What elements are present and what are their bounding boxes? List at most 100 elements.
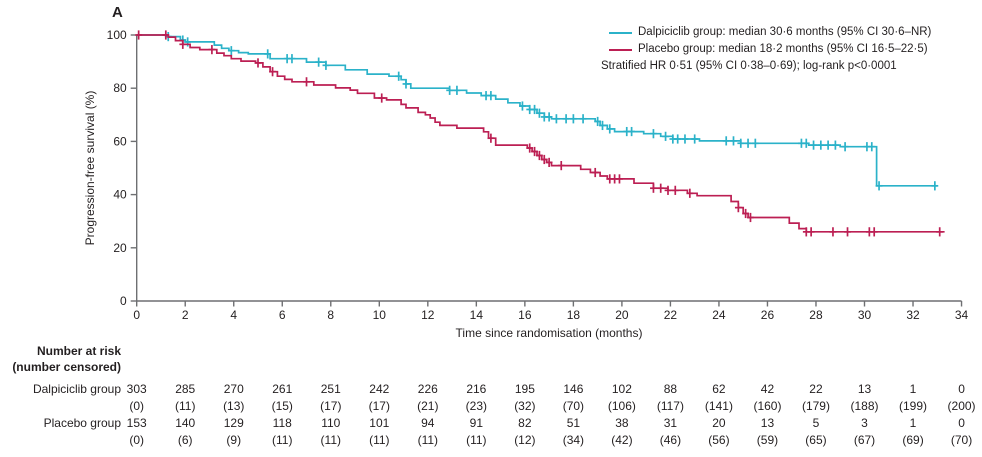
risk-count: 242	[369, 382, 390, 396]
censored-count: (17)	[320, 399, 342, 413]
stats-annotation: Stratified HR 0·51 (95% CI 0·38–0·69); l…	[601, 60, 897, 72]
x-tick-label: 8	[327, 308, 334, 322]
y-tick-label: 100	[107, 28, 127, 42]
x-tick-label: 26	[761, 308, 775, 322]
risk-count: 13	[760, 416, 775, 430]
x-tick-label: 14	[470, 308, 484, 322]
y-tick-label: 40	[113, 188, 127, 202]
risk-count: 62	[712, 382, 726, 396]
risk-count: 146	[563, 382, 584, 396]
x-tick-label: 10	[373, 308, 387, 322]
x-axis-title: Time since randomisation (months)	[455, 326, 643, 340]
y-axis-title: Progression-free survival (%)	[83, 90, 97, 246]
x-tick-label: 20	[615, 308, 629, 322]
x-tick-label: 30	[858, 308, 872, 322]
censored-count: (11)	[466, 433, 487, 447]
risk-count: 251	[320, 382, 341, 396]
censored-count: (65)	[805, 433, 827, 447]
risk-count: 285	[175, 382, 196, 396]
survival-curve-dalpiciclib	[136, 34, 938, 187]
risk-table-header-1: Number at risk	[36, 344, 121, 358]
risk-count: 110	[321, 416, 341, 430]
censored-count: (15)	[271, 399, 293, 413]
censored-count: (70)	[562, 399, 585, 413]
risk-count: 0	[958, 382, 965, 396]
censored-count: (70)	[950, 433, 973, 447]
censored-count: (21)	[417, 399, 439, 413]
censored-count: (117)	[656, 399, 684, 413]
censored-count: (17)	[368, 399, 390, 413]
censored-count: (0)	[129, 433, 145, 447]
risk-count: 153	[126, 416, 147, 430]
censored-count: (32)	[514, 399, 536, 413]
risk-count: 102	[611, 382, 632, 396]
x-tick-label: 22	[664, 308, 678, 322]
censored-count: (188)	[850, 399, 879, 413]
risk-count: 118	[272, 416, 292, 430]
risk-count: 261	[272, 382, 293, 396]
censored-count: (11)	[272, 433, 293, 447]
y-tick-label: 20	[113, 241, 127, 255]
dalpiciclib-line-swatch	[609, 31, 632, 34]
y-tick-label: 0	[120, 294, 127, 308]
x-tick-label: 12	[421, 308, 435, 322]
risk-count: 0	[958, 416, 965, 430]
x-tick-label: 2	[182, 308, 189, 322]
censored-count: (42)	[611, 433, 633, 447]
legend-item-placebo: Placebo group: median 18·2 months (95% C…	[601, 41, 931, 58]
censored-count: (34)	[562, 433, 585, 447]
censored-count: (69)	[902, 433, 924, 447]
y-tick-label: 60	[113, 134, 127, 148]
risk-count: 82	[518, 416, 532, 430]
censored-count: (59)	[756, 433, 779, 447]
risk-count: 195	[514, 382, 535, 396]
risk-count: 303	[126, 382, 147, 396]
x-tick-label: 6	[279, 308, 286, 322]
risk-count: 101	[369, 416, 390, 430]
risk-count: 1	[909, 382, 917, 396]
x-tick-label: 28	[809, 308, 823, 322]
survival-curve-placebo	[136, 34, 945, 233]
censored-count: (13)	[223, 399, 245, 413]
x-tick-label: 16	[518, 308, 532, 322]
risk-row-label-dalpiciclib: Dalpiciclib group	[32, 382, 121, 396]
risk-count: 226	[417, 382, 438, 396]
risk-count: 140	[175, 416, 196, 430]
censored-count: (46)	[659, 433, 682, 447]
risk-count: 129	[223, 416, 244, 430]
x-tick-label: 4	[230, 308, 237, 322]
censored-count: (56)	[708, 433, 730, 447]
x-tick-label: 24	[712, 308, 726, 322]
legend-stats-line: Stratified HR 0·51 (95% CI 0·38–0·69); l…	[601, 58, 931, 75]
risk-count: 31	[663, 416, 678, 430]
risk-table-header-2: (number censored)	[12, 360, 121, 374]
censored-count: (0)	[129, 399, 145, 413]
risk-count: 20	[712, 416, 726, 430]
risk-count: 5	[812, 416, 820, 430]
legend: Dalpiciclib group: median 30·6 months (9…	[601, 24, 931, 75]
risk-count: 3	[861, 416, 868, 430]
risk-count: 22	[809, 382, 823, 396]
censored-count: (11)	[174, 399, 196, 413]
legend-label-placebo: Placebo group: median 18·2 months (95% C…	[638, 43, 928, 55]
x-tick-label: 34	[955, 308, 969, 322]
censored-count: (67)	[853, 433, 876, 447]
censored-count: (106)	[607, 399, 636, 413]
placebo-line-swatch	[609, 48, 632, 51]
risk-count: 13	[857, 382, 872, 396]
risk-count: 1	[909, 416, 917, 430]
censored-count: (11)	[369, 433, 390, 447]
censored-count: (23)	[465, 399, 487, 413]
panel-label: A	[112, 4, 123, 21]
censored-count: (200)	[947, 399, 976, 413]
risk-count: 94	[421, 416, 435, 430]
risk-count: 51	[566, 416, 581, 430]
risk-count: 270	[223, 382, 244, 396]
x-tick-label: 0	[133, 308, 140, 322]
censored-count: (9)	[226, 433, 242, 447]
censored-count: (179)	[801, 399, 830, 413]
risk-count: 42	[760, 382, 775, 396]
risk-count: 91	[469, 416, 484, 430]
legend-label-dalpiciclib: Dalpiciclib group: median 30·6 months (9…	[638, 26, 932, 38]
